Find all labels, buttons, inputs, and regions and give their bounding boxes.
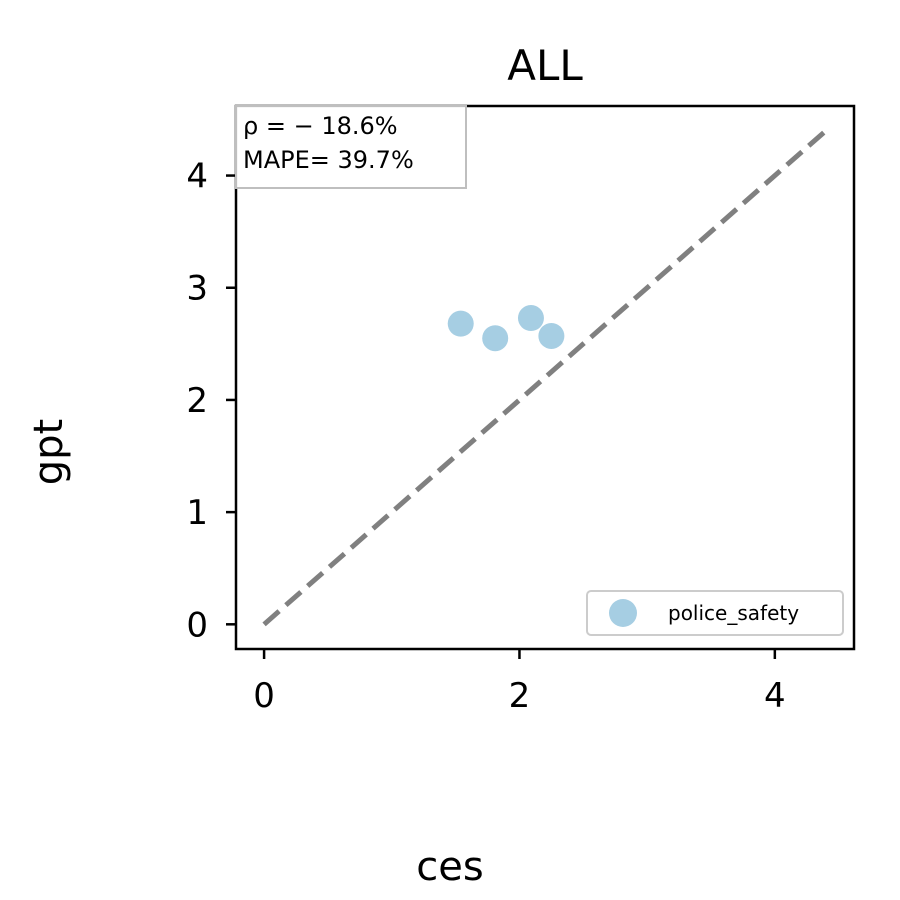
y-tick-label: 0 <box>186 605 208 645</box>
data-point <box>447 310 474 337</box>
chart-title: ALL <box>507 41 583 90</box>
data-point <box>538 322 565 349</box>
y-tick-label: 4 <box>186 157 208 197</box>
x-axis-ticks: 0 2 4 <box>253 649 786 716</box>
data-point <box>517 305 544 332</box>
legend: police_safety <box>586 590 844 636</box>
mape-annotation: MAPE= 39.7% <box>243 146 414 174</box>
x-tick-label: 2 <box>509 676 531 716</box>
y-tick-label: 1 <box>186 493 208 533</box>
reference-line-layer <box>262 128 828 627</box>
y-tick-label: 2 <box>186 381 208 421</box>
x-axis-label: ces <box>416 844 483 890</box>
data-point <box>482 325 509 352</box>
y-tick-label: 3 <box>186 269 208 309</box>
x-tick-label: 4 <box>764 676 786 716</box>
stats-annotation: ρ = − 18.6% MAPE= 39.7% <box>235 105 467 189</box>
correlation-annotation: ρ = − 18.6% <box>243 112 398 140</box>
points-layer <box>447 305 565 352</box>
legend-label-police-safety: police_safety <box>668 601 799 625</box>
y-axis-label: gpt <box>26 419 72 485</box>
plot-area <box>234 104 856 651</box>
identity-reference-line <box>262 128 828 627</box>
x-tick-label: 0 <box>253 676 275 716</box>
y-axis-ticks: 0 1 2 3 4 <box>186 157 236 645</box>
legend-marker-police-safety <box>609 599 637 627</box>
